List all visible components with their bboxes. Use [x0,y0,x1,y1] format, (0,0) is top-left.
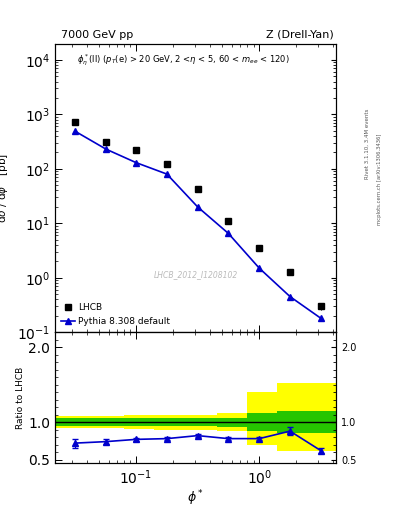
Text: LHCB_2012_I1208102: LHCB_2012_I1208102 [153,270,238,279]
Y-axis label: d$\sigma$ / d$\phi^*$ [pb]: d$\sigma$ / d$\phi^*$ [pb] [0,153,11,223]
Text: Rivet 3.1.10, 3.4M events: Rivet 3.1.10, 3.4M events [365,108,370,179]
Legend: LHCB, Pythia 8.308 default: LHCB, Pythia 8.308 default [59,302,172,328]
Text: $\phi^*_{\eta}$(ll) ($p_T$(e) > 20 GeV, 2 <$\eta$ < 5, 60 < $m_{ee}$ < 120): $\phi^*_{\eta}$(ll) ($p_T$(e) > 20 GeV, … [77,52,290,68]
X-axis label: $\phi^*$: $\phi^*$ [187,488,204,508]
Text: 7000 GeV pp: 7000 GeV pp [61,30,133,40]
Text: mcplots.cern.ch [arXiv:1306.3436]: mcplots.cern.ch [arXiv:1306.3436] [377,134,382,225]
Text: Z (Drell-Yan): Z (Drell-Yan) [266,30,333,40]
Y-axis label: Ratio to LHCB: Ratio to LHCB [17,367,26,429]
